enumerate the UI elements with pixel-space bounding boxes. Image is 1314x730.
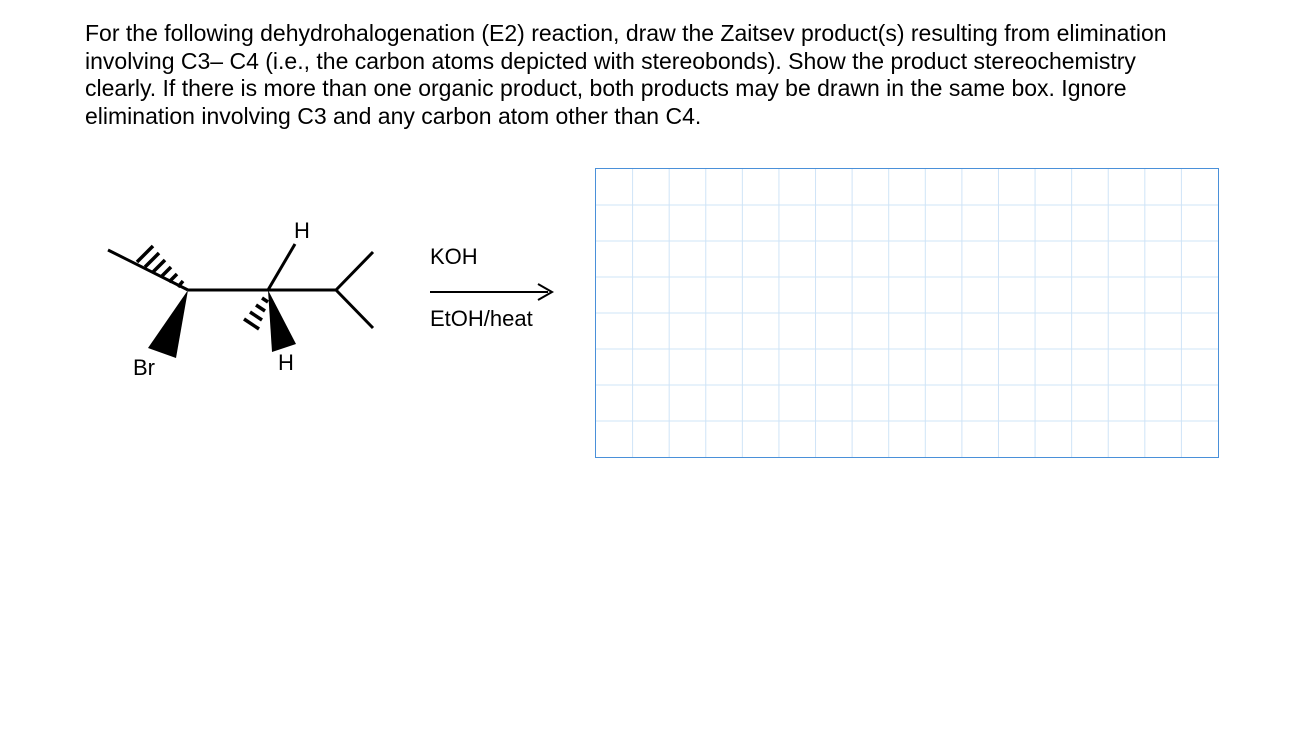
reaction-area: Br H H KOH EtOH/heat <box>78 210 578 410</box>
h-up-label: H <box>294 218 310 243</box>
reagent-top: KOH <box>430 244 478 270</box>
question-text: For the following dehydrohalogenation (E… <box>85 20 1205 130</box>
answer-grid[interactable] <box>595 168 1219 458</box>
reaction-arrow <box>430 282 560 302</box>
grid-lines <box>596 169 1218 457</box>
page-container: For the following dehydrohalogenation (E… <box>0 0 1314 730</box>
h-down-label: H <box>278 350 294 375</box>
br-label: Br <box>133 355 155 380</box>
molecule-structure: Br H H <box>78 210 378 390</box>
reagent-bottom: EtOH/heat <box>430 306 533 332</box>
